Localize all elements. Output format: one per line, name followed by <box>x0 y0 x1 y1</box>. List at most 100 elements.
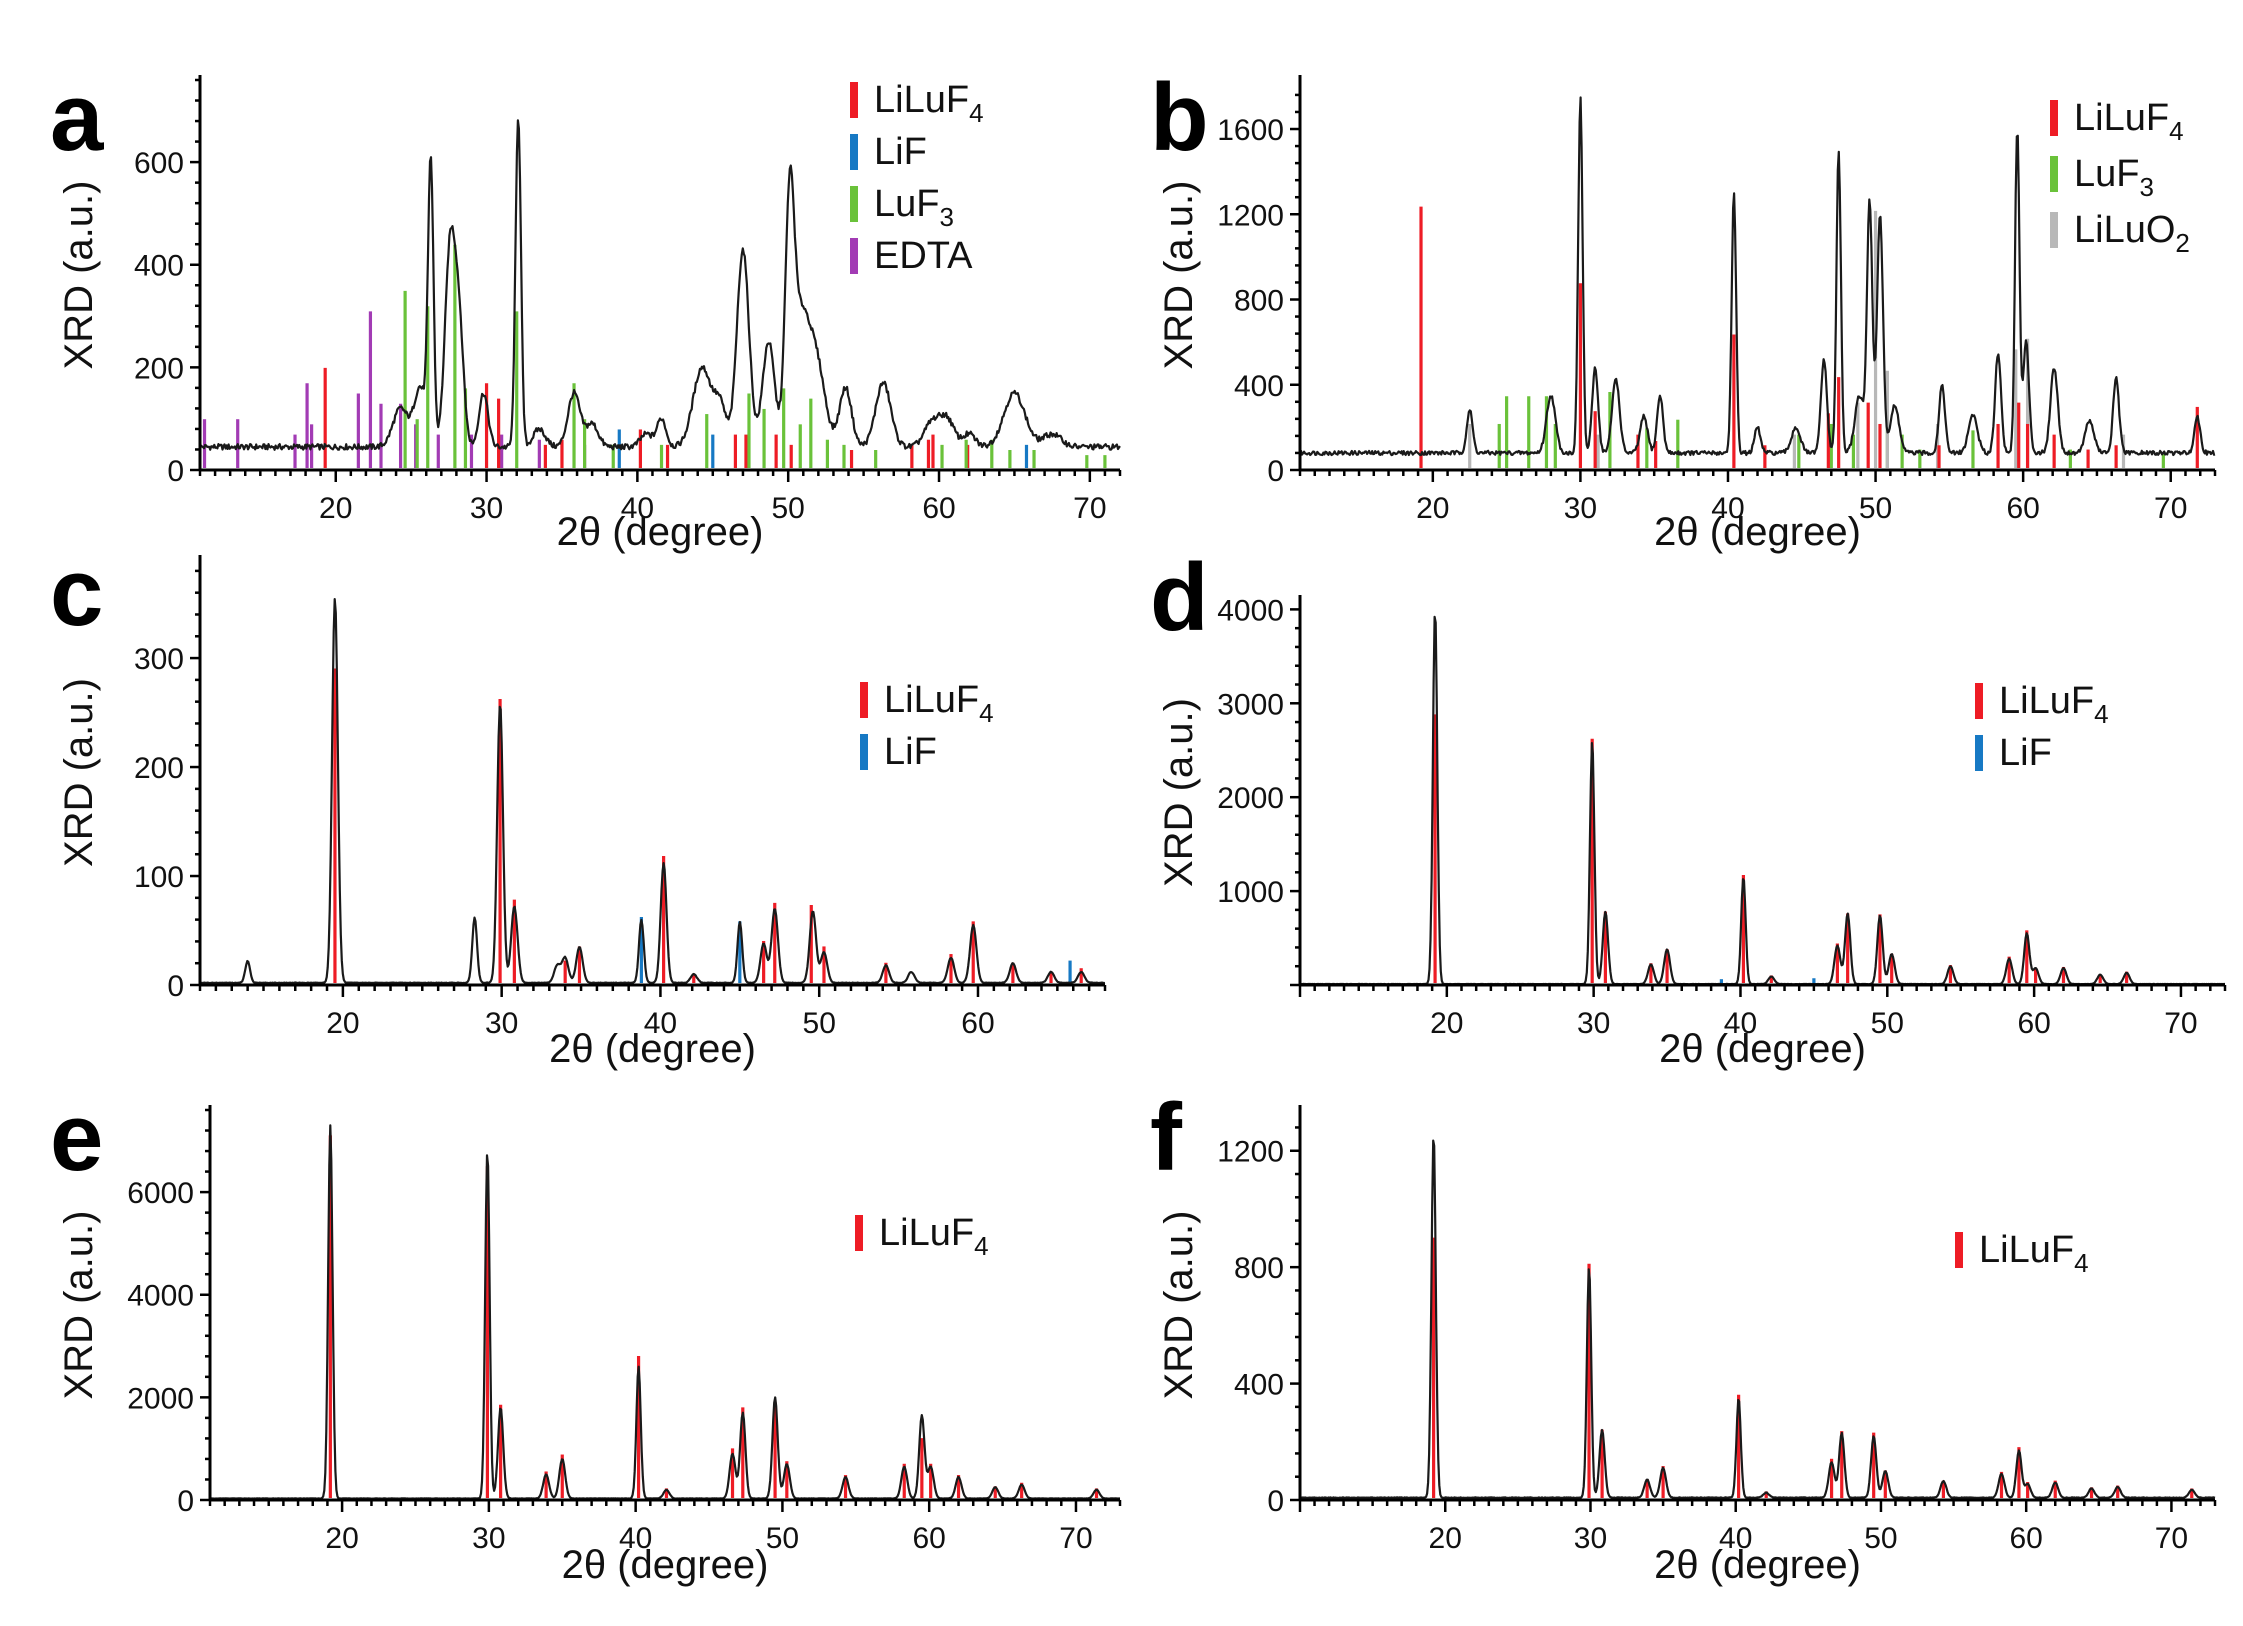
x-tick-label: 30 <box>1577 1007 1610 1040</box>
y-tick-label: 6000 <box>127 1177 194 1210</box>
x-tick-label: 20 <box>325 1522 358 1555</box>
panel-letter: a <box>50 64 104 171</box>
x-axis-title: 2θ (degree) <box>562 1543 769 1587</box>
y-tick-label: 200 <box>134 352 184 385</box>
x-tick-label: 20 <box>326 1007 359 1040</box>
panel-a: a 20 30 40 50 60 70 0 200 400 600 2θ (degree) XRD (a… <box>50 64 1122 554</box>
legend-label: LiLuF4 <box>1999 680 2109 729</box>
y-axis-title: XRD (a.u.) <box>1157 698 1201 887</box>
reference-set-0 <box>328 1135 1099 1498</box>
panel-d: d 20 30 40 50 60 70 1000 2000 3000 4000 2θ (degree)… <box>1150 544 2227 1071</box>
legend-swatch <box>2050 156 2058 192</box>
legend-subscript: 4 <box>2169 116 2183 146</box>
y-tick-label: 800 <box>1234 285 1284 318</box>
y-tick-label: 300 <box>134 643 184 676</box>
x-tick-label: 40 <box>621 492 654 525</box>
x-tick-label: 60 <box>913 1522 946 1555</box>
legend-label: LiF <box>1999 732 2052 774</box>
y-tick-label: 1600 <box>1217 114 1284 147</box>
x-tick-label: 20 <box>319 492 352 525</box>
panel-letter: d <box>1150 544 1209 651</box>
measured-trace <box>1299 1139 2216 1500</box>
x-tick-label: 50 <box>1859 492 1892 525</box>
x-tick-label: 30 <box>1564 492 1597 525</box>
legend-label: LiLuF4 <box>879 1212 989 1261</box>
legend-swatch <box>1975 683 1983 719</box>
legend-subscript: 3 <box>939 202 953 232</box>
legend-label: LiF <box>884 731 937 773</box>
legend-subscript: 4 <box>2074 1248 2088 1278</box>
reference-set-0 <box>333 668 1083 983</box>
legend-swatch <box>850 238 858 274</box>
reference-set-1 <box>1719 978 1816 983</box>
panel-letter: e <box>50 1084 103 1191</box>
legend-label: LiLuF4 <box>874 79 984 128</box>
reference-set-0 <box>1432 1237 2194 1498</box>
y-tick-label: 1200 <box>1217 1136 1284 1169</box>
x-tick-label: 40 <box>619 1522 652 1555</box>
x-tick-label: 70 <box>1059 1522 1092 1555</box>
reference-set-0 <box>1433 714 2129 983</box>
y-tick-label: 400 <box>134 250 184 283</box>
x-axis-title: 2θ (degree) <box>549 1027 756 1071</box>
y-tick-label: 400 <box>1234 370 1284 403</box>
x-axis-title: 2θ (degree) <box>1659 1027 1866 1071</box>
legend-swatch <box>2050 212 2058 248</box>
legend-swatch <box>850 186 858 222</box>
y-tick-label: 0 <box>1267 455 1284 488</box>
y-tick-label: 200 <box>134 752 184 785</box>
y-tick-label: 4000 <box>1217 594 1284 627</box>
x-tick-label: 20 <box>1429 1522 1462 1555</box>
panel-e: e 20 30 40 50 60 70 0 2000 4000 6000 2θ (degree) XRD… <box>50 1084 1122 1587</box>
x-tick-label: 60 <box>2017 1007 2050 1040</box>
legend-subscript: 4 <box>974 1231 988 1261</box>
legend-swatch <box>860 734 868 770</box>
x-tick-label: 70 <box>1073 492 1106 525</box>
y-tick-label: 600 <box>134 147 184 180</box>
x-tick-label: 30 <box>470 492 503 525</box>
legend-label: LiLuF4 <box>884 679 994 728</box>
x-tick-label: 60 <box>961 1007 994 1040</box>
x-tick-label: 40 <box>1724 1007 1757 1040</box>
y-tick-label: 400 <box>1234 1369 1284 1402</box>
legend-swatch <box>850 82 858 118</box>
legend-swatch <box>860 682 868 718</box>
measured-trace <box>198 119 1121 451</box>
y-tick-label: 0 <box>1267 1485 1284 1518</box>
y-axis-title: XRD (a.u.) <box>57 1211 101 1400</box>
x-tick-label: 50 <box>1864 1522 1897 1555</box>
legend: LiLuF4 <box>1955 1229 2089 1278</box>
y-tick-label: 4000 <box>127 1280 194 1313</box>
x-tick-label: 20 <box>1430 1007 1463 1040</box>
y-axis-title: XRD (a.u.) <box>1157 1211 1201 1400</box>
x-tick-label: 30 <box>472 1522 505 1555</box>
x-tick-label: 40 <box>1711 492 1744 525</box>
y-tick-label: 1200 <box>1217 199 1284 232</box>
legend-swatch <box>2050 100 2058 136</box>
legend-label: LiLuO2 <box>2074 209 2190 258</box>
reference-set-1 <box>639 917 1072 983</box>
panel-f: f 20 30 40 50 60 70 0 400 800 1200 2θ (degree) XRD (… <box>1150 1084 2217 1587</box>
reference-set-0 <box>202 311 587 468</box>
panel-c: c 20 30 40 50 60 0 100 200 300 2θ (degree) XRD (a.u… <box>50 539 1107 1071</box>
legend-subscript: 4 <box>979 698 993 728</box>
x-tick-label: 50 <box>766 1522 799 1555</box>
y-tick-label: 0 <box>167 455 184 488</box>
legend-swatch <box>855 1215 863 1251</box>
y-tick-label: 800 <box>1234 1252 1284 1285</box>
legend-label: LiF <box>874 131 927 173</box>
y-axis-title: XRD (a.u.) <box>57 678 101 867</box>
measured-trace <box>199 598 1106 985</box>
measured-trace <box>209 1124 1121 1500</box>
x-tick-label: 70 <box>2155 1522 2188 1555</box>
y-tick-label: 2000 <box>127 1382 194 1415</box>
panel-b: b 20 30 40 50 60 70 0 400 800 1200 1600 2θ (degree) X… <box>1150 64 2217 554</box>
x-axis-title: 2θ (degree) <box>1654 510 1861 554</box>
measured-trace <box>1299 615 2226 986</box>
y-tick-label: 0 <box>177 1485 194 1518</box>
y-tick-label: 3000 <box>1217 688 1284 721</box>
legend-subscript: 4 <box>969 98 983 128</box>
